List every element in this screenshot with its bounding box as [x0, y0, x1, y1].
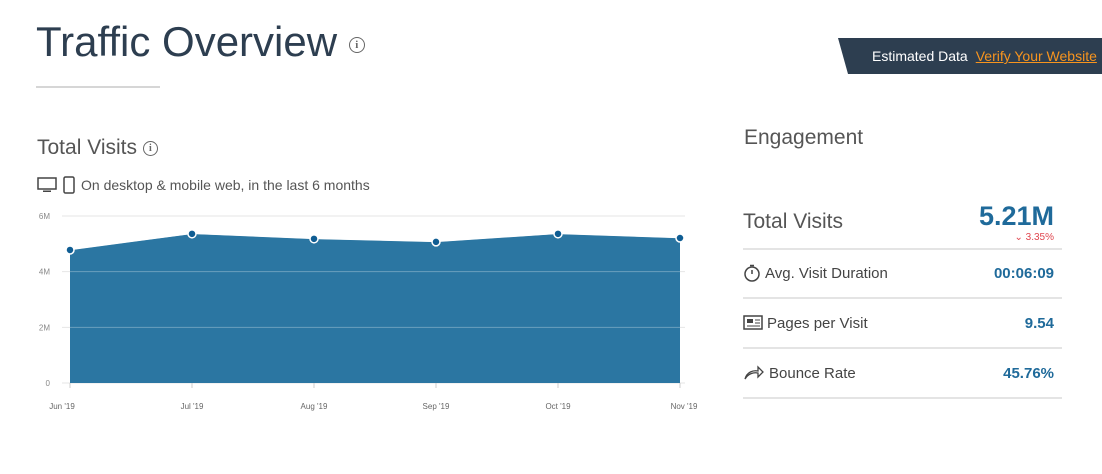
- data-point[interactable]: [675, 233, 685, 243]
- chart-subtitle: On desktop & mobile web, in the last 6 m…: [37, 176, 370, 194]
- x-tick-label: Oct '19: [545, 402, 571, 411]
- total-visits-chart: 0 2M 4M 6M Jun '19 Jul '19 Aug '19 Sep '19 Oct '…: [39, 212, 698, 411]
- estimated-data-banner: Estimated Data Verify Your Website: [838, 38, 1102, 74]
- metric-value: 45.76%: [1003, 364, 1054, 382]
- x-tick-label: Jul '19: [181, 402, 204, 411]
- bounce-arrow-icon: [743, 365, 765, 381]
- data-point[interactable]: [309, 234, 319, 244]
- y-tick-label: 6M: [39, 212, 50, 221]
- data-point[interactable]: [187, 229, 197, 239]
- stopwatch-icon: [743, 264, 761, 282]
- chevron-down-icon: ⌄: [1014, 232, 1023, 243]
- desktop-icon: [37, 177, 57, 192]
- metric-row: Avg. Visit Duration 00:06:09: [743, 249, 1062, 299]
- x-tick-label: Jun '19: [49, 402, 75, 411]
- metric-value: 00:06:09: [993, 264, 1054, 282]
- y-tick-label: 4M: [39, 268, 50, 277]
- area-fill: [70, 233, 680, 383]
- metric-label: Bounce Rate: [769, 364, 856, 382]
- divider: [36, 86, 160, 88]
- engagement-title: Engagement: [744, 126, 864, 149]
- metric-row: Bounce Rate 45.76%: [743, 349, 1062, 399]
- data-point[interactable]: [431, 237, 441, 247]
- banner-label: Estimated Data: [872, 48, 968, 64]
- x-tick-label: Nov '19: [671, 402, 698, 411]
- total-visits-row: Total Visits 5.21M ⌄ 3.35%: [743, 196, 1062, 250]
- y-tick-label: 0: [46, 379, 51, 388]
- verify-website-link[interactable]: Verify Your Website: [975, 48, 1097, 64]
- x-tick-label: Sep '19: [423, 402, 450, 411]
- info-icon[interactable]: i: [348, 36, 365, 53]
- pages-icon: [743, 315, 763, 331]
- info-icon[interactable]: i: [142, 140, 158, 156]
- area-line: [69, 231, 681, 251]
- data-point[interactable]: [65, 245, 75, 255]
- metric-label: Avg. Visit Duration: [765, 264, 888, 282]
- y-tick-label: 2M: [39, 323, 50, 332]
- total-visits-value: 5.21M: [978, 201, 1054, 231]
- metric-label: Pages per Visit: [767, 314, 868, 332]
- data-point[interactable]: [553, 229, 563, 239]
- x-tick-label: Aug '19: [301, 402, 328, 411]
- page-title: Traffic Overview i: [36, 18, 365, 66]
- metric-row: Pages per Visit 9.54: [743, 299, 1062, 349]
- change-badge: ⌄ 3.35%: [1014, 232, 1054, 243]
- total-visits-title: Total Visits i: [37, 136, 158, 160]
- mobile-icon: [63, 176, 75, 194]
- metric-value: 9.54: [1024, 314, 1054, 332]
